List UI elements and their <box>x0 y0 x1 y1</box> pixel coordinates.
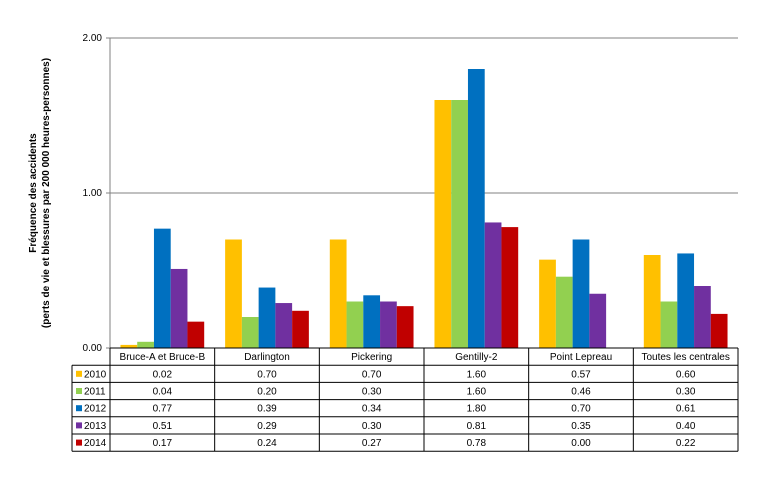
data-label: 0.30 <box>362 421 382 432</box>
bar-2011-0 <box>137 341 154 348</box>
data-label: 0.78 <box>467 438 487 449</box>
data-label: 0.40 <box>676 421 696 432</box>
bar-2011-5 <box>660 301 678 348</box>
data-label: 0.70 <box>257 369 277 380</box>
bar-2010-0 <box>120 344 138 348</box>
bar-2010-4 <box>539 259 556 348</box>
y-axis-label: Fréquence des accidents <box>28 133 39 253</box>
bar-2012-0 <box>153 228 171 348</box>
bars <box>120 69 728 348</box>
data-label: 0.17 <box>153 438 173 449</box>
bar-2012-1 <box>258 287 276 348</box>
data-label: 0.57 <box>571 369 591 380</box>
data-label: 0.34 <box>362 404 382 415</box>
bar-2014-1 <box>292 310 309 348</box>
legend-key-2014 <box>76 439 82 446</box>
data-label: 0.02 <box>153 369 173 380</box>
y-tick-labels: 0.00 1.00 2.00 <box>83 33 103 354</box>
data-label: 1.80 <box>467 404 487 415</box>
bar-2013-4 <box>589 293 607 348</box>
data-label: 0.35 <box>571 421 591 432</box>
bar-2012-2 <box>363 295 381 348</box>
bar-2014-3 <box>501 227 519 348</box>
data-label: 0.70 <box>362 369 382 380</box>
y-axis-label-line2: (perts de vie et blessures par 200 000 h… <box>41 58 52 328</box>
bar-2013-2 <box>380 301 397 348</box>
bar-2011-2 <box>346 301 364 348</box>
legend-label: 2010 <box>84 369 107 380</box>
y-tick-label: 1.00 <box>83 188 103 199</box>
bar-2011-4 <box>555 276 573 348</box>
data-label: 1.60 <box>467 387 487 398</box>
bar-2010-3 <box>434 100 452 348</box>
bar-2013-1 <box>275 303 293 348</box>
data-label: 1.60 <box>467 369 487 380</box>
legend-key-2013 <box>76 422 82 429</box>
data-label: 0.39 <box>257 404 277 415</box>
data-label: 0.30 <box>676 387 696 398</box>
data-label: 0.51 <box>153 421 173 432</box>
bar-2013-3 <box>484 222 502 348</box>
bar-2014-5 <box>710 313 728 348</box>
bar-2011-3 <box>451 100 468 348</box>
data-label: 0.81 <box>467 421 487 432</box>
data-label: 0.61 <box>676 404 696 415</box>
category-label: Darlington <box>244 352 290 363</box>
gridlines <box>110 37 738 194</box>
bar-2012-5 <box>677 253 695 348</box>
data-label: 0.70 <box>571 404 591 415</box>
data-label: 0.22 <box>676 438 696 449</box>
category-label: Pickering <box>351 352 392 363</box>
data-label: 0.29 <box>257 421 277 432</box>
bar-2011-1 <box>241 317 259 348</box>
bar-2014-2 <box>396 306 414 348</box>
legend-key-2010 <box>76 370 82 377</box>
legend-key-2011 <box>76 388 82 394</box>
bar-2012-4 <box>572 239 590 348</box>
category-label: Gentilly-2 <box>455 352 498 363</box>
bar-2010-2 <box>329 239 347 348</box>
legend-key-2012 <box>76 405 82 412</box>
y-tick-label: 2.00 <box>83 33 103 44</box>
legend-label: 2011 <box>84 387 106 398</box>
category-label: Toutes les centrales <box>641 352 729 363</box>
axes <box>106 37 111 349</box>
legend-label: 2012 <box>84 404 107 415</box>
data-label: 0.20 <box>257 387 277 398</box>
data-label: 0.60 <box>676 369 696 380</box>
bar-2010-1 <box>225 239 242 348</box>
bar-2012-3 <box>467 69 485 348</box>
bar-2013-5 <box>694 286 711 348</box>
category-label: Point Lepreau <box>550 352 612 363</box>
legend-label: 2013 <box>84 421 107 432</box>
data-label: 0.04 <box>153 387 173 398</box>
y-tick-label: 0.00 <box>83 343 103 354</box>
bar-2013-0 <box>170 268 188 348</box>
data-label: 0.46 <box>571 387 591 398</box>
data-label: 0.30 <box>362 387 382 398</box>
category-label: Bruce-A et Bruce-B <box>120 352 206 363</box>
data-label: 0.27 <box>362 438 382 449</box>
bar-2014-0 <box>187 321 205 348</box>
data-label: 0.00 <box>571 438 591 449</box>
data-label: 0.77 <box>153 404 173 415</box>
legend-label: 2014 <box>84 438 107 449</box>
bar-2010-5 <box>643 255 661 348</box>
data-label: 0.24 <box>257 438 277 449</box>
data-table: Bruce-A et Bruce-B Darlington Pickering Gen… <box>71 347 739 452</box>
